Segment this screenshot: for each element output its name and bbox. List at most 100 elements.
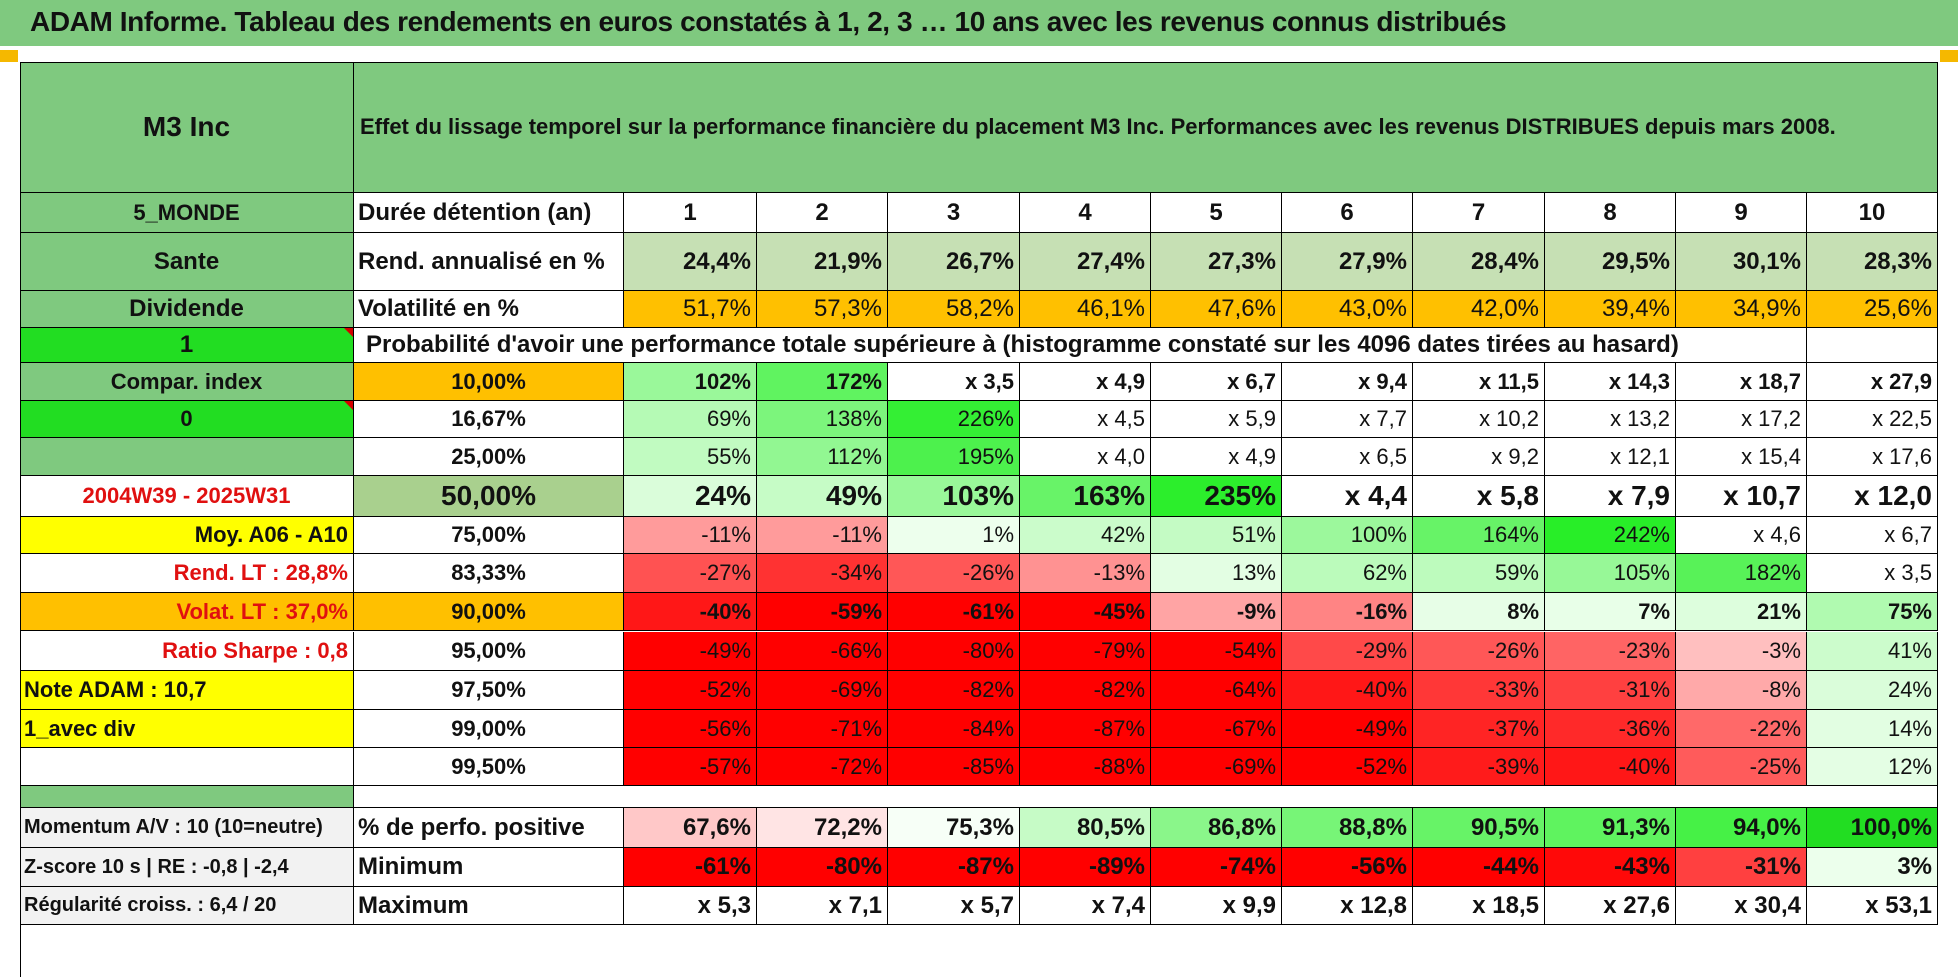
income-type-label: Dividende	[20, 291, 354, 328]
performance-cell: -66%	[757, 632, 888, 671]
comment-marker	[344, 401, 353, 410]
performance-cell: 51%	[1151, 517, 1282, 554]
vol-value: 42,0%	[1413, 291, 1545, 328]
performance-cell: -40%	[624, 593, 757, 631]
flag-zero: 0	[20, 401, 354, 438]
percentile-label: 16,67%	[354, 401, 624, 438]
performance-cell: 242%	[1545, 517, 1676, 554]
percentile-label: 25,00%	[354, 438, 624, 476]
performance-cell: x 27,9	[1807, 363, 1938, 401]
performance-cell: -82%	[888, 671, 1020, 710]
performance-cell: -57%	[624, 748, 757, 786]
minimum-value: -31%	[1676, 848, 1807, 887]
regularite-label: Régularité croiss. : 6,4 / 20	[20, 887, 354, 925]
minimum-value: -87%	[888, 848, 1020, 887]
performance-cell: 1%	[888, 517, 1020, 554]
performance-cell: -56%	[624, 710, 757, 748]
volat-lt-label: Volat. LT : 37,0%	[20, 593, 354, 631]
performance-cell: -82%	[1020, 671, 1151, 710]
performance-cell: -72%	[757, 748, 888, 786]
performance-cell: 103%	[888, 476, 1020, 517]
performance-cell: -22%	[1676, 710, 1807, 748]
vol-value: 43,0%	[1282, 291, 1413, 328]
performance-cell: -49%	[624, 632, 757, 671]
performance-cell: -69%	[1151, 748, 1282, 786]
vol-value: 57,3%	[757, 291, 888, 328]
performance-cell: 235%	[1151, 476, 1282, 517]
performance-cell: x 5,8	[1413, 476, 1545, 517]
rend-value: 26,7%	[888, 233, 1020, 291]
year-header: 3	[888, 193, 1020, 233]
performance-cell: 59%	[1413, 554, 1545, 593]
minimum-value: -89%	[1020, 848, 1151, 887]
performance-cell: -85%	[888, 748, 1020, 786]
year-header: 6	[1282, 193, 1413, 233]
performance-cell: -23%	[1545, 632, 1676, 671]
performance-cell: -8%	[1676, 671, 1807, 710]
vol-value: 46,1%	[1020, 291, 1151, 328]
year-header: 7	[1413, 193, 1545, 233]
zone-label: 5_MONDE	[20, 193, 354, 233]
empty-label	[20, 748, 354, 786]
performance-cell: x 10,2	[1413, 401, 1545, 438]
percentile-label: 99,50%	[354, 748, 624, 786]
percentile-label: 75,00%	[354, 517, 624, 554]
maximum-value: x 7,4	[1020, 887, 1151, 925]
performance-cell: -79%	[1020, 632, 1151, 671]
positive-value: 80,5%	[1020, 808, 1151, 848]
minimum-value: 3%	[1807, 848, 1938, 887]
performance-cell: x 6,7	[1151, 363, 1282, 401]
performance-cell: 195%	[888, 438, 1020, 476]
rend-value: 30,1%	[1676, 233, 1807, 291]
performance-cell: -84%	[888, 710, 1020, 748]
year-header: 4	[1020, 193, 1151, 233]
positive-value: 75,3%	[888, 808, 1020, 848]
performance-cell: 14%	[1807, 710, 1938, 748]
performance-cell: -36%	[1545, 710, 1676, 748]
year-header: 2	[757, 193, 888, 233]
performance-cell: -87%	[1020, 710, 1151, 748]
percentile-label: 90,00%	[354, 593, 624, 631]
performance-cell: 75%	[1807, 593, 1938, 631]
rend-value: 28,3%	[1807, 233, 1938, 291]
performance-cell: -25%	[1676, 748, 1807, 786]
minimum-value: -74%	[1151, 848, 1282, 887]
year-header: 8	[1545, 193, 1676, 233]
minimum-value: -44%	[1413, 848, 1545, 887]
performance-cell: 21%	[1676, 593, 1807, 631]
rend-value: 24,4%	[624, 233, 757, 291]
performance-cell: x 3,5	[1807, 554, 1938, 593]
performance-cell: x 4,6	[1676, 517, 1807, 554]
performance-cell: -34%	[757, 554, 888, 593]
performance-cell: -71%	[757, 710, 888, 748]
performance-cell: 226%	[888, 401, 1020, 438]
performance-cell: x 17,6	[1807, 438, 1938, 476]
performance-cell: 69%	[624, 401, 757, 438]
rend-value: 27,9%	[1282, 233, 1413, 291]
performance-cell: x 12,1	[1545, 438, 1676, 476]
performance-cell: 105%	[1545, 554, 1676, 593]
performance-cell: 12%	[1807, 748, 1938, 786]
performance-cell: x 11,5	[1413, 363, 1545, 401]
performance-cell: -9%	[1151, 593, 1282, 631]
corner-marker-right	[1940, 50, 1958, 62]
performance-cell: -40%	[1282, 671, 1413, 710]
maximum-value: x 5,3	[624, 887, 757, 925]
performance-cell: x 7,7	[1282, 401, 1413, 438]
vol-label: Volatilité en %	[354, 291, 624, 328]
rend-value: 28,4%	[1413, 233, 1545, 291]
performance-cell: -13%	[1020, 554, 1151, 593]
performance-cell: -52%	[624, 671, 757, 710]
performance-cell: x 14,3	[1545, 363, 1676, 401]
performance-cell: 163%	[1020, 476, 1151, 517]
report-title: ADAM Informe. Tableau des rendements en …	[30, 6, 1507, 37]
comment-marker	[344, 328, 353, 337]
maximum-value: x 12,8	[1282, 887, 1413, 925]
performance-cell: -39%	[1413, 748, 1545, 786]
performance-cell: -59%	[757, 593, 888, 631]
performance-cell: 164%	[1413, 517, 1545, 554]
performance-cell: x 12,0	[1807, 476, 1938, 517]
performance-cell: 55%	[624, 438, 757, 476]
vol-value: 39,4%	[1545, 291, 1676, 328]
period-label: 2004W39 - 2025W31	[20, 476, 354, 517]
